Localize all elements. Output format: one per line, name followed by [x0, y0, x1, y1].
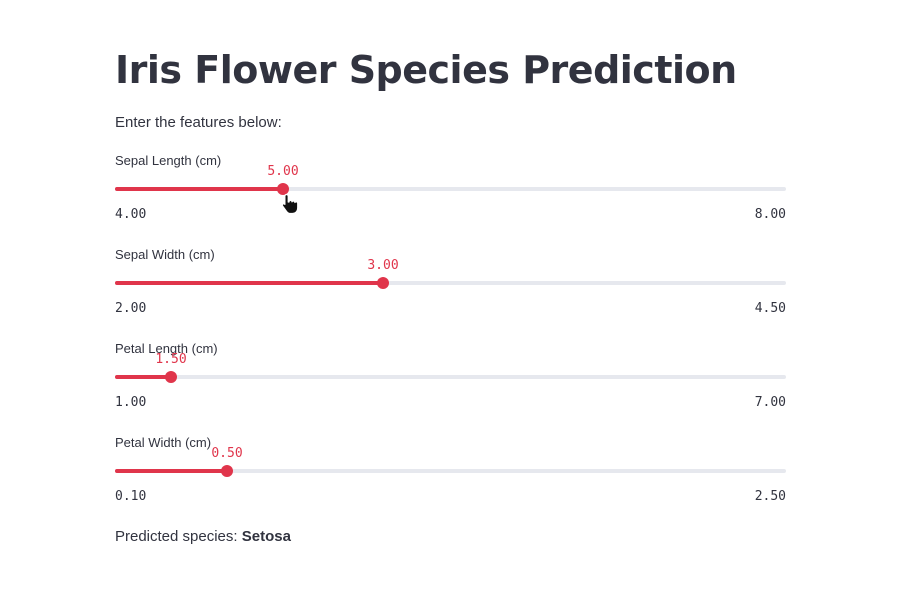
slider-value: 3.00 — [367, 258, 399, 273]
slider-petal-length: Petal Length (cm) 1.50 1.00 7.00 — [115, 340, 786, 420]
slider-thumb[interactable] — [165, 371, 177, 383]
slider-sepal-width: Sepal Width (cm) 3.00 2.00 4.50 — [115, 246, 786, 326]
slider-min-label: 0.10 — [115, 489, 147, 504]
slider-value: 0.50 — [211, 446, 243, 461]
slider-fill — [115, 187, 283, 191]
slider-thumb[interactable] — [277, 183, 289, 195]
slider-sepal-length: Sepal Length (cm) 5.00 4.00 8.00 — [115, 152, 786, 232]
slider-fill — [115, 375, 171, 379]
slider-track[interactable] — [115, 182, 786, 196]
slider-min-label: 4.00 — [115, 207, 147, 222]
slider-min-label: 2.00 — [115, 301, 147, 316]
slider-label: Sepal Width (cm) — [115, 247, 215, 262]
slider-label: Petal Length (cm) — [115, 341, 218, 356]
page-title: Iris Flower Species Prediction — [115, 48, 737, 92]
slider-thumb[interactable] — [221, 465, 233, 477]
slider-label: Petal Width (cm) — [115, 435, 212, 450]
slider-label: Sepal Length (cm) — [115, 153, 222, 168]
intro-text: Enter the features below: — [115, 114, 282, 131]
slider-petal-width: Petal Width (cm) 0.50 0.10 2.50 — [115, 434, 786, 514]
slider-thumb[interactable] — [377, 277, 389, 289]
slider-rail — [115, 375, 786, 379]
slider-track[interactable] — [115, 276, 786, 290]
prediction-result: Predicted species: Setosa — [115, 527, 291, 547]
prediction-prefix: Predicted species: — [115, 528, 242, 545]
slider-max-label: 8.00 — [754, 207, 786, 222]
slider-value: 1.50 — [155, 352, 187, 367]
slider-fill — [115, 469, 227, 473]
slider-value: 5.00 — [267, 164, 299, 179]
slider-max-label: 4.50 — [754, 301, 786, 316]
slider-fill — [115, 281, 383, 285]
slider-max-label: 2.50 — [754, 489, 786, 504]
slider-rail — [115, 187, 786, 191]
slider-rail — [115, 281, 786, 285]
slider-track[interactable] — [115, 464, 786, 478]
slider-track[interactable] — [115, 370, 786, 384]
slider-rail — [115, 469, 786, 473]
slider-max-label: 7.00 — [754, 395, 786, 410]
slider-min-label: 1.00 — [115, 395, 147, 410]
predicted-species: Setosa — [241, 528, 291, 545]
